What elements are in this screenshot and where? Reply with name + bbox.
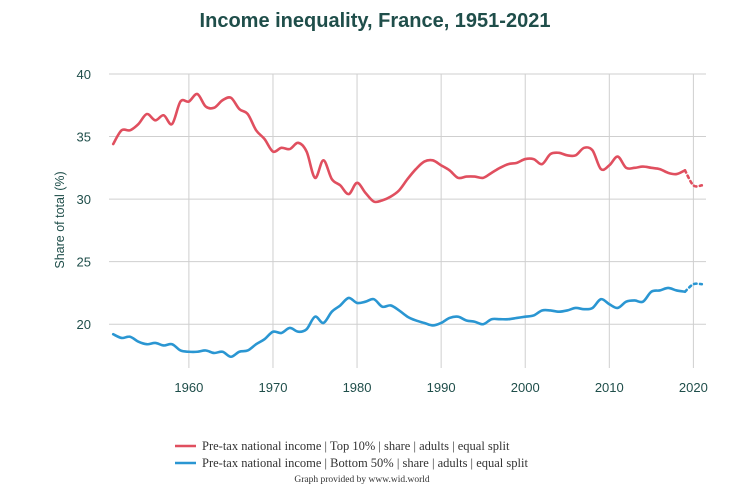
grid: [109, 73, 706, 368]
legend-label-1[interactable]: Pre-tax national income | Bottom 50% | s…: [202, 456, 528, 470]
series-line-0: [111, 92, 687, 204]
x-tick-label: 2010: [595, 380, 624, 395]
y-axis-label: Share of total (%): [53, 171, 67, 268]
x-tick-label: 1990: [427, 380, 456, 395]
x-axis: 1960 1970 1980 1990 2000 2010 2020: [174, 380, 707, 395]
x-tick-label: 2020: [679, 380, 708, 395]
series-line-1: [111, 286, 687, 359]
chart-title: Income inequality, France, 1951-2021: [200, 10, 551, 32]
y-tick-label: 20: [77, 317, 91, 332]
x-tick-label: 1970: [259, 380, 288, 395]
y-tick-label: 30: [77, 192, 91, 207]
y-tick-label: 35: [77, 130, 91, 145]
legend[interactable]: Pre-tax national income | Top 10% | shar…: [175, 439, 528, 470]
y-tick-label: 25: [77, 255, 91, 270]
series-lines: [111, 92, 704, 359]
series-projection-0: [683, 169, 704, 188]
y-tick-label: 40: [77, 67, 91, 82]
series-projection-1: [683, 282, 704, 293]
y-axis: 20 25 30 35 40: [77, 67, 91, 332]
credit-text: Graph provided by www.wid.world: [294, 475, 430, 485]
x-tick-label: 1980: [343, 380, 372, 395]
x-tick-label: 1960: [174, 380, 203, 395]
legend-label-0[interactable]: Pre-tax national income | Top 10% | shar…: [202, 439, 510, 453]
x-tick-label: 2000: [511, 380, 540, 395]
